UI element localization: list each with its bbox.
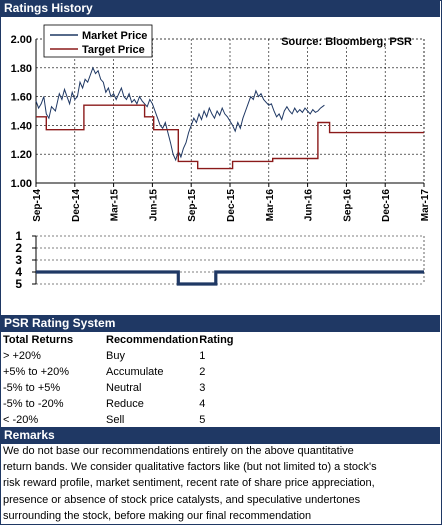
y-tick-label: 1.80 — [11, 63, 32, 75]
target-price-line — [36, 104, 424, 170]
x-tick-label: Dec-15 — [226, 189, 237, 222]
total-returns-cell: -5% to +5% — [3, 382, 61, 394]
total-returns-cell: < -20% — [3, 414, 39, 426]
rating-tick-label: 2 — [15, 241, 22, 255]
table-header-row: Total Returns Recommendation Rating — [2, 332, 258, 348]
x-tick-label: Sep-14 — [32, 189, 43, 222]
x-tick-label: Jun-15 — [148, 189, 159, 222]
rating-cell: 3 — [199, 382, 206, 394]
x-tick-label: Dec-16 — [381, 189, 392, 222]
rating-cell: 2 — [199, 366, 206, 378]
legend-box — [43, 24, 153, 58]
remarks-line: presence or absence of stock price catal… — [3, 493, 361, 506]
x-tick-label: Jun-16 — [304, 189, 315, 222]
table-row: < -20% Sell 5 — [2, 412, 258, 428]
table-row: -5% to +5% Neutral 3 — [2, 380, 258, 396]
column-header: Recommendation — [106, 334, 199, 346]
remarks-header: Remarks — [0, 427, 440, 444]
total-returns-cell: -5% to -20% — [3, 398, 64, 410]
rating-system-header: PSR Rating System — [0, 315, 440, 332]
recommendation-cell: Neutral — [106, 382, 142, 394]
legend-label: Target Price — [82, 44, 145, 56]
table-row: > +20% Buy 1 — [2, 348, 258, 364]
rating-tick-label: 4 — [15, 265, 22, 279]
remarks-text: We do not base our recommendations entir… — [3, 443, 439, 524]
x-tick-label: Dec-14 — [71, 189, 82, 222]
recommendation-cell: Reduce — [106, 398, 144, 410]
x-tick-label: Sep-15 — [187, 189, 198, 222]
y-tick-label: 1.60 — [11, 92, 32, 104]
rating-tick-label: 3 — [15, 253, 22, 267]
remarks-line: We do not base our recommendations entir… — [3, 445, 354, 457]
market-price-line — [35, 66, 325, 162]
recommendation-cell: Accumulate — [106, 366, 164, 378]
column-header: Rating — [199, 334, 234, 346]
column-header: Total Returns — [3, 334, 74, 346]
rating-cell: 4 — [199, 398, 206, 410]
y-tick-label: 1.00 — [11, 178, 32, 190]
remarks-line: risk reward profile, market sentiment, r… — [3, 477, 375, 490]
rating-tick-label: 1 — [15, 230, 22, 243]
y-tick-label: 2.00 — [11, 34, 32, 46]
remarks-line: surrounding the stock, before making our… — [3, 509, 312, 522]
legend-label: Market Price — [82, 30, 147, 42]
x-tick-label: Mar-17 — [420, 189, 431, 222]
recommendation-cell: Sell — [106, 414, 125, 426]
source-annotation: Source: Bloomberg, PSR — [281, 36, 412, 48]
y-tick-label: 1.20 — [11, 149, 32, 161]
rating-cell: 1 — [199, 350, 206, 362]
rating-tick-label: 5 — [15, 277, 22, 291]
total-returns-cell: > +20% — [3, 350, 41, 362]
x-tick-label: Mar-15 — [110, 189, 121, 222]
x-tick-label: Mar-16 — [265, 189, 276, 222]
y-tick-label: 1.40 — [11, 120, 32, 132]
chart-legend: Market Price Target Price — [43, 24, 153, 58]
rating-line — [36, 270, 424, 286]
table-row: +5% to +20% Accumulate 2 — [2, 364, 258, 380]
rating-system-table: Total Returns Recommendation Rating > +2… — [2, 332, 258, 428]
x-tick-label: Sep-16 — [342, 189, 353, 222]
recommendation-cell: Buy — [106, 350, 125, 362]
remarks-line: return bands. We consider qualitative fa… — [3, 461, 377, 474]
rating-cell: 5 — [199, 414, 206, 426]
table-row: -5% to -20% Reduce 4 — [2, 396, 258, 412]
total-returns-cell: +5% to +20% — [3, 366, 70, 378]
ratings-history-header: Ratings History — [0, 0, 440, 17]
